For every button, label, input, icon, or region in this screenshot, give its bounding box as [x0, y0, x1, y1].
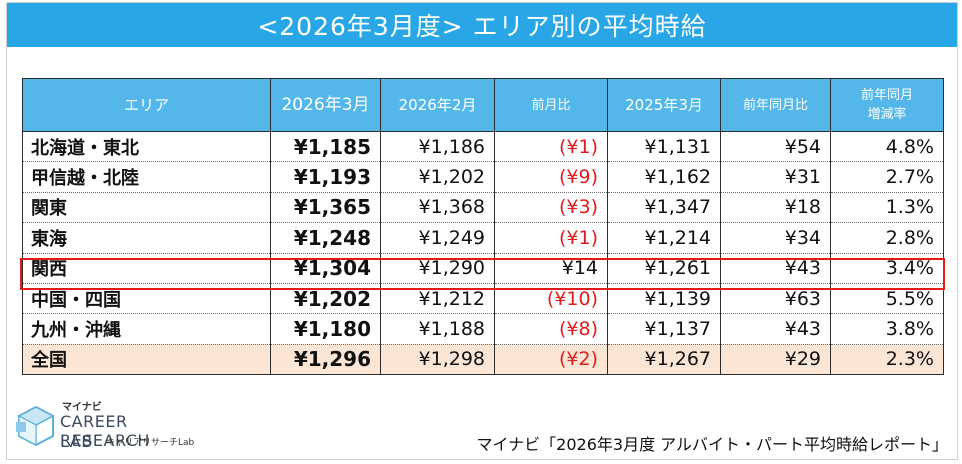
cell-mar2026: ¥1,193 — [270, 161, 381, 193]
page-title: <2026年3月度> エリア別の平均時給 — [7, 3, 957, 47]
cell-region: 関西 — [22, 252, 271, 284]
cell-mar2026: ¥1,248 — [270, 222, 381, 254]
table-row: 甲信越・北陸 ¥1,193 ¥1,202 (¥9) ¥1,162 ¥31 2.7% — [22, 161, 944, 193]
cell-feb2026: ¥1,298 — [380, 343, 495, 376]
source-note: マイナビ「2026年3月度 アルバイト・パート平均時給レポート」 — [476, 435, 948, 454]
header-mar2025: 2025年3月 — [607, 78, 721, 132]
cell-mar2025: ¥1,137 — [607, 313, 721, 345]
header-region: エリア — [22, 78, 271, 132]
logo-brand-small: マイナビ — [62, 402, 102, 413]
header-mar2026: 2026年3月 — [270, 78, 381, 132]
cell-mar2025: ¥1,347 — [607, 191, 721, 224]
cell-yoy: ¥43 — [720, 313, 831, 345]
cell-mar2025: ¥1,162 — [607, 161, 721, 193]
table-header-row: エリア 2026年3月 2026年2月 前月比 2025年3月 前年同月比 前年… — [22, 78, 944, 132]
cell-mom: (¥10) — [494, 282, 608, 315]
cell-mom: ¥14 — [494, 252, 608, 284]
table-row: 北海道・東北 ¥1,185 ¥1,186 (¥1) ¥1,131 ¥54 4.8% — [22, 130, 944, 163]
cell-yoy: ¥54 — [720, 130, 831, 163]
cell-feb2026: ¥1,188 — [380, 313, 495, 345]
table-row: 東海 ¥1,248 ¥1,249 (¥1) ¥1,214 ¥34 2.8% — [22, 222, 944, 254]
logo-subtitle: キャリアリサーチLab — [106, 438, 195, 448]
table-row: 関西 ¥1,304 ¥1,290 ¥14 ¥1,261 ¥43 3.4% — [22, 252, 944, 284]
logo-line2: LAB — [60, 432, 93, 451]
cell-yoy-rate: 2.3% — [830, 343, 944, 376]
cell-region: 北海道・東北 — [22, 130, 271, 163]
cell-yoy: ¥31 — [720, 161, 831, 193]
cell-region: 中国・四国 — [22, 282, 271, 315]
table-row: 中国・四国 ¥1,202 ¥1,212 (¥10) ¥1,139 ¥63 5.5% — [22, 282, 944, 315]
cell-mar2026: ¥1,180 — [270, 313, 381, 345]
cell-yoy-rate: 3.8% — [830, 313, 944, 345]
cell-mom: (¥2) — [494, 343, 608, 376]
cube-logo-icon — [16, 405, 55, 447]
cell-mom: (¥8) — [494, 313, 608, 345]
cell-yoy-rate: 5.5% — [830, 282, 944, 315]
cell-mom: (¥1) — [494, 130, 608, 163]
cell-mar2025: ¥1,131 — [607, 130, 721, 163]
cell-feb2026: ¥1,212 — [380, 282, 495, 315]
cell-feb2026: ¥1,186 — [380, 130, 495, 163]
cell-feb2026: ¥1,368 — [380, 191, 495, 224]
cell-feb2026: ¥1,202 — [380, 161, 495, 193]
cell-yoy: ¥29 — [720, 343, 831, 376]
cell-yoy: ¥43 — [720, 252, 831, 284]
cell-mar2025: ¥1,139 — [607, 282, 721, 315]
header-feb2026: 2026年2月 — [380, 78, 495, 132]
cell-mar2025: ¥1,267 — [607, 343, 721, 376]
cell-mom: (¥1) — [494, 222, 608, 254]
table-row: 全国 ¥1,296 ¥1,298 (¥2) ¥1,267 ¥29 2.3% — [22, 343, 944, 376]
cell-region: 関東 — [22, 191, 271, 224]
cell-mar2025: ¥1,261 — [607, 252, 721, 284]
header-yoy: 前年同月比 — [720, 78, 831, 132]
cell-yoy: ¥18 — [720, 191, 831, 224]
cell-yoy-rate: 3.4% — [830, 252, 944, 284]
cell-mom: (¥3) — [494, 191, 608, 224]
table-row: 九州・沖縄 ¥1,180 ¥1,188 (¥8) ¥1,137 ¥43 3.8% — [22, 313, 944, 345]
hourly-wage-table: エリア 2026年3月 2026年2月 前月比 2025年3月 前年同月比 前年… — [22, 78, 944, 376]
cell-mom: (¥9) — [494, 161, 608, 193]
cell-mar2025: ¥1,214 — [607, 222, 721, 254]
table-row: 関東 ¥1,365 ¥1,368 (¥3) ¥1,347 ¥18 1.3% — [22, 191, 944, 224]
cell-mar2026: ¥1,304 — [270, 252, 381, 284]
cell-yoy: ¥34 — [720, 222, 831, 254]
header-yoy-rate: 前年同月 増減率 — [830, 78, 944, 132]
cell-yoy-rate: 2.8% — [830, 222, 944, 254]
cell-region: 甲信越・北陸 — [22, 161, 271, 193]
cell-mar2026: ¥1,202 — [270, 282, 381, 315]
cell-feb2026: ¥1,249 — [380, 222, 495, 254]
career-research-lab-logo: マイナビ CAREER RESEARCH LAB キャリアリサーチLab — [14, 398, 214, 456]
cell-region: 全国 — [22, 343, 271, 376]
cell-feb2026: ¥1,290 — [380, 252, 495, 284]
cell-yoy-rate: 1.3% — [830, 191, 944, 224]
logo-line1: CAREER RESEARCH — [60, 412, 150, 450]
cell-region: 東海 — [22, 222, 271, 254]
cell-mar2026: ¥1,296 — [270, 343, 381, 376]
cell-yoy-rate: 4.8% — [830, 130, 944, 163]
cell-mar2026: ¥1,185 — [270, 130, 381, 163]
cell-mar2026: ¥1,365 — [270, 191, 381, 224]
cell-yoy-rate: 2.7% — [830, 161, 944, 193]
header-mom: 前月比 — [494, 78, 608, 132]
cell-region: 九州・沖縄 — [22, 313, 271, 345]
cell-yoy: ¥63 — [720, 282, 831, 315]
